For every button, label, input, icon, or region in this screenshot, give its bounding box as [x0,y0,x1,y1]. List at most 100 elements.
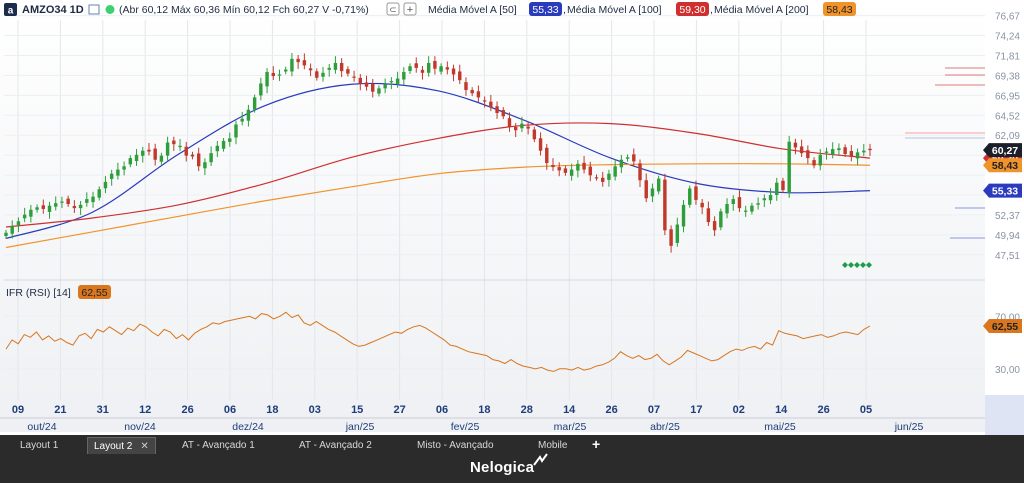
candle-body [296,58,300,63]
ticker-label[interactable]: AMZO34 1D [22,4,84,16]
ma100-value-badge [676,2,709,16]
candle-body [41,205,46,209]
candle-body [793,142,798,148]
candle-body [178,145,182,148]
candlesticks [4,53,985,268]
candle-body [520,123,524,129]
candle-body [383,84,387,89]
candle-body [91,196,95,203]
x-tick-label: 26 [181,404,193,416]
ma200-value-badge [823,2,856,16]
tab-misto-avancado[interactable]: Misto - Avançado [411,437,500,454]
candle-body [756,203,760,205]
candle-body [389,80,394,83]
candle-body [72,205,77,209]
ma50-price-tag: 55,33 [992,186,1018,198]
symbol-badge[interactable] [4,3,17,16]
toggle-icon[interactable] [386,2,400,16]
moving-averages [5,82,871,249]
candle-body [830,149,835,155]
candle-body [625,157,630,159]
axis-corner [985,395,1024,435]
candle-body [843,147,847,154]
rsi-price-tag-shape [983,319,1022,334]
candle-body [215,145,220,152]
candle-body [669,229,673,246]
ma200-label[interactable]: Média Móvel A [200] [714,4,809,16]
candle-body [750,205,754,212]
candle-body [731,199,735,205]
candle-body [315,71,319,78]
rsi-line [5,311,871,372]
candle-body [762,198,767,201]
candle-body [812,160,816,166]
ohlc-text: (Abr 60,12 Máx 60,36 Mín 60,12 Fch 60,27… [119,4,369,16]
ma50-value-badge [529,2,562,16]
rsi-panel: 70,00 30,00 62,55 [4,279,1022,376]
candle-body [688,188,692,205]
x-tick-label: 17 [690,404,702,416]
candle-body [284,69,288,72]
candle-body [10,226,14,234]
candle-body [395,78,400,84]
candle-body [302,60,307,66]
chart-canvas[interactable]: 70,00 30,00 62,55 09 21 31 12 26 06 18 03 15 27 06 18… [0,0,1024,435]
tab-label: AT - Avançado 2 [299,440,372,451]
candle-body [563,168,568,173]
candle-body [799,146,804,154]
candle-body [737,197,742,209]
candle-body [526,126,530,129]
candle-body [501,110,505,117]
candle-body [78,204,83,209]
candle-body [588,166,592,176]
candle-body [271,72,275,77]
tab-label: Layout 1 [20,440,59,451]
candle-body [433,60,437,69]
candle-body [601,177,605,182]
candle-body [122,166,126,170]
candle-body [719,211,723,228]
rsi-label[interactable]: IFR (RSI) [14] [6,287,71,299]
tab-mobile[interactable]: Mobile [532,437,573,454]
x-tick-label: 28 [521,404,533,416]
bottom-toolbar: Layout 1 Layout 2 ✕ AT - Avançado 1 AT - … [0,435,1024,483]
candle-body [203,162,207,169]
candle-body [321,72,325,77]
tab-label: Misto - Avançado [417,440,494,451]
tab-at-avancado-2[interactable]: AT - Avançado 2 [293,437,378,454]
candle-body [159,155,164,162]
candle-body [781,180,785,191]
ma100-label[interactable]: Média Móvel A [100] [567,4,662,16]
ma-line-0 [5,82,871,240]
rsi-value: 62,55 [81,287,107,299]
candle-body [458,71,462,81]
candle-body [85,199,89,203]
candle-body [358,77,363,84]
settings-icon[interactable] [88,4,100,15]
ma50-label[interactable]: Média Móvel A [50] [428,4,517,16]
candle-body [675,224,680,243]
candle-body [470,90,474,94]
ma50-price-tag-shape [983,183,1022,198]
candle-body [277,74,282,76]
signal-marker [860,262,866,268]
candle-body [29,209,33,217]
tab-at-avancado-1[interactable]: AT - Avançado 1 [176,437,261,454]
candle-body [545,147,549,164]
tab-layout-1[interactable]: Layout 1 [14,437,64,454]
month-label: mar/25 [554,421,587,433]
add-indicator-icon[interactable] [403,2,417,16]
candle-body [824,151,829,153]
candle-body [557,167,561,171]
x-tick-label: 31 [97,404,109,416]
candle-body [327,67,331,70]
tab-layout-2[interactable]: Layout 2 ✕ [87,437,156,454]
candle-body [619,159,624,168]
month-label: abr/25 [650,421,680,433]
close-icon[interactable]: ✕ [140,441,149,452]
candle-body [47,205,52,212]
month-label: fev/25 [451,421,480,433]
x-tick-label: 12 [139,404,151,416]
add-tab-icon[interactable]: + [592,436,601,452]
